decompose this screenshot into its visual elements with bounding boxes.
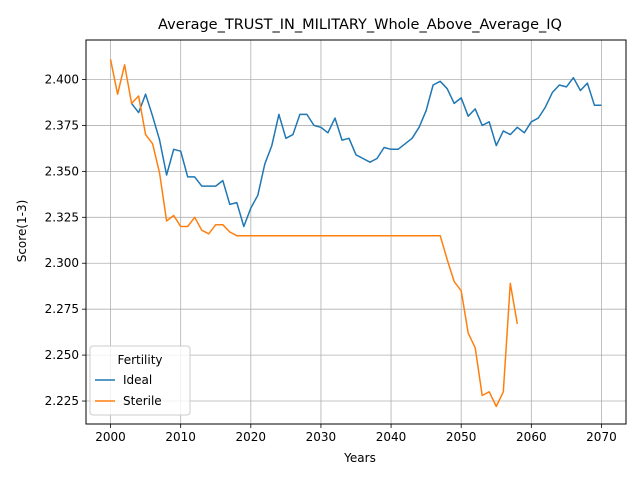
legend-label-ideal: Ideal bbox=[123, 373, 152, 387]
x-tick-label: 2070 bbox=[586, 430, 617, 444]
legend-title: Fertility bbox=[117, 353, 162, 367]
x-tick-label: 2010 bbox=[165, 430, 196, 444]
series-line-sterile bbox=[109, 59, 519, 408]
y-tick-label: 2.300 bbox=[45, 256, 79, 270]
y-tick-label: 2.325 bbox=[45, 210, 79, 224]
y-axis-label: Score(1-3) bbox=[15, 200, 29, 263]
chart-title: Average_TRUST_IN_MILITARY_Whole_Above_Av… bbox=[158, 17, 562, 33]
x-tick-label: 2020 bbox=[236, 430, 267, 444]
x-tick-label: 2040 bbox=[376, 430, 407, 444]
y-tick-label: 2.350 bbox=[45, 164, 79, 178]
x-axis-label: Years bbox=[343, 451, 376, 465]
y-tick-label: 2.225 bbox=[45, 394, 79, 408]
x-tick-label: 2030 bbox=[306, 430, 337, 444]
series-lines bbox=[109, 59, 602, 408]
y-axis-ticks: 2.225 2.250 2.275 2.300 2.325 2.350 2.375 2.400 bbox=[45, 73, 86, 408]
y-tick-label: 2.375 bbox=[45, 118, 79, 132]
x-tick-label: 2000 bbox=[95, 430, 126, 444]
series-line-ideal bbox=[131, 76, 602, 228]
legend-label-sterile: Sterile bbox=[123, 394, 162, 408]
x-tick-label: 2060 bbox=[516, 430, 547, 444]
legend: Fertility Ideal Sterile bbox=[89, 345, 191, 416]
x-tick-label: 2050 bbox=[446, 430, 477, 444]
x-axis-ticks: 2000 2010 2020 2030 2040 2050 2060 2070 bbox=[95, 424, 617, 444]
plot-frame bbox=[85, 39, 627, 425]
y-tick-label: 2.250 bbox=[45, 348, 79, 362]
legend-box bbox=[89, 345, 191, 416]
grid bbox=[86, 40, 626, 424]
y-tick-label: 2.275 bbox=[45, 302, 79, 316]
y-tick-label: 2.400 bbox=[45, 73, 79, 87]
